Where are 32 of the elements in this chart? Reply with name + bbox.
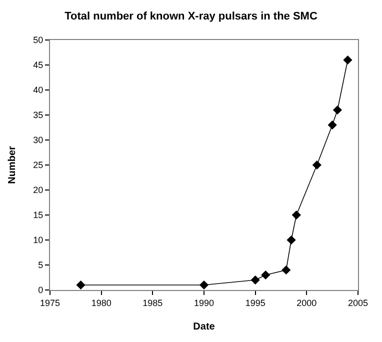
y-tick-label: 0 [38,285,44,296]
x-tick-label: 2005 [348,298,368,308]
x-tick-label: 1980 [91,298,112,308]
point [332,105,342,115]
point [76,280,86,290]
point [292,210,301,220]
x-axis-title: Date [193,321,216,332]
y-tick-label: 15 [33,210,44,220]
y-tick-label: 5 [38,260,44,270]
y-tick-label: 30 [33,135,44,146]
point [286,235,296,245]
y-tick-label: 10 [33,235,44,246]
point [328,120,337,130]
y-tick-label: 50 [33,35,44,46]
y-axis-title: Number [7,146,18,184]
y-tick-label: 20 [33,185,44,196]
x-tick-label: 1985 [142,298,163,308]
point [261,270,270,280]
point [343,55,352,65]
chart-title: Total number of known X-ray pulsars in the SMC [64,10,318,23]
y-tick-label: 35 [33,110,44,120]
point [282,265,291,275]
x-tick-label: 2000 [296,298,317,308]
point [312,160,322,170]
x-tick-label: 1975 [40,298,60,308]
point [250,275,260,285]
y-tick-label: 25 [33,160,44,170]
x-tick-label: 1990 [194,298,214,308]
y-tick-label: 45 [33,60,44,70]
x-tick-label: 1995 [245,298,266,308]
point [199,280,209,290]
y-tick-label: 40 [33,85,44,96]
